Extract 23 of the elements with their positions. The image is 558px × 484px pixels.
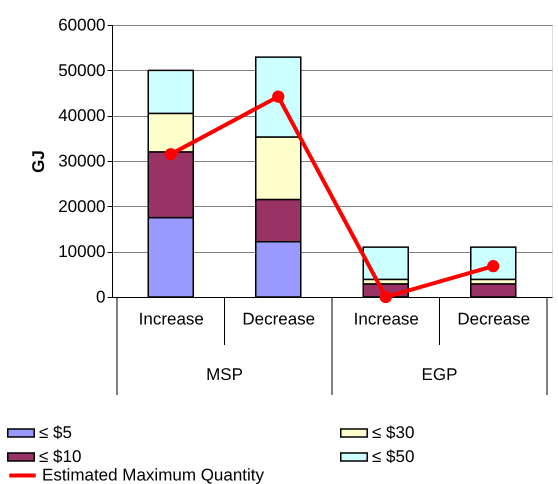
bar: [362, 246, 409, 280]
x-tick-label: Increase: [354, 310, 419, 328]
point: [380, 290, 392, 304]
y-tick-label: 10000: [58, 242, 106, 262]
text: MSP: [206, 365, 243, 384]
text: EGP: [422, 365, 458, 384]
y-tick-label: 50000: [58, 60, 106, 80]
legend-label: Estimated Maximum Quantity: [42, 466, 265, 484]
x-tick-label: Decrease: [457, 310, 530, 328]
legend-label: ≤ $5: [39, 423, 72, 442]
x-tick-label: Decrease: [242, 310, 316, 328]
y-tick-label: 60000: [58, 16, 106, 34]
point: [164, 148, 177, 160]
legend-label: ≤ $50: [372, 447, 414, 466]
y-tick-label: 40000: [58, 106, 106, 126]
y-tick-label: 20000: [58, 196, 106, 216]
point: [272, 90, 284, 103]
y-tick-label: 0: [96, 288, 106, 306]
y-axis-title: GJ: [29, 150, 48, 173]
y-tick-label: 30000: [58, 152, 106, 170]
x-tick-label: Increase: [138, 310, 204, 328]
legend-label: ≤ $30: [372, 423, 414, 442]
legend-label: ≤ $10: [39, 447, 82, 466]
